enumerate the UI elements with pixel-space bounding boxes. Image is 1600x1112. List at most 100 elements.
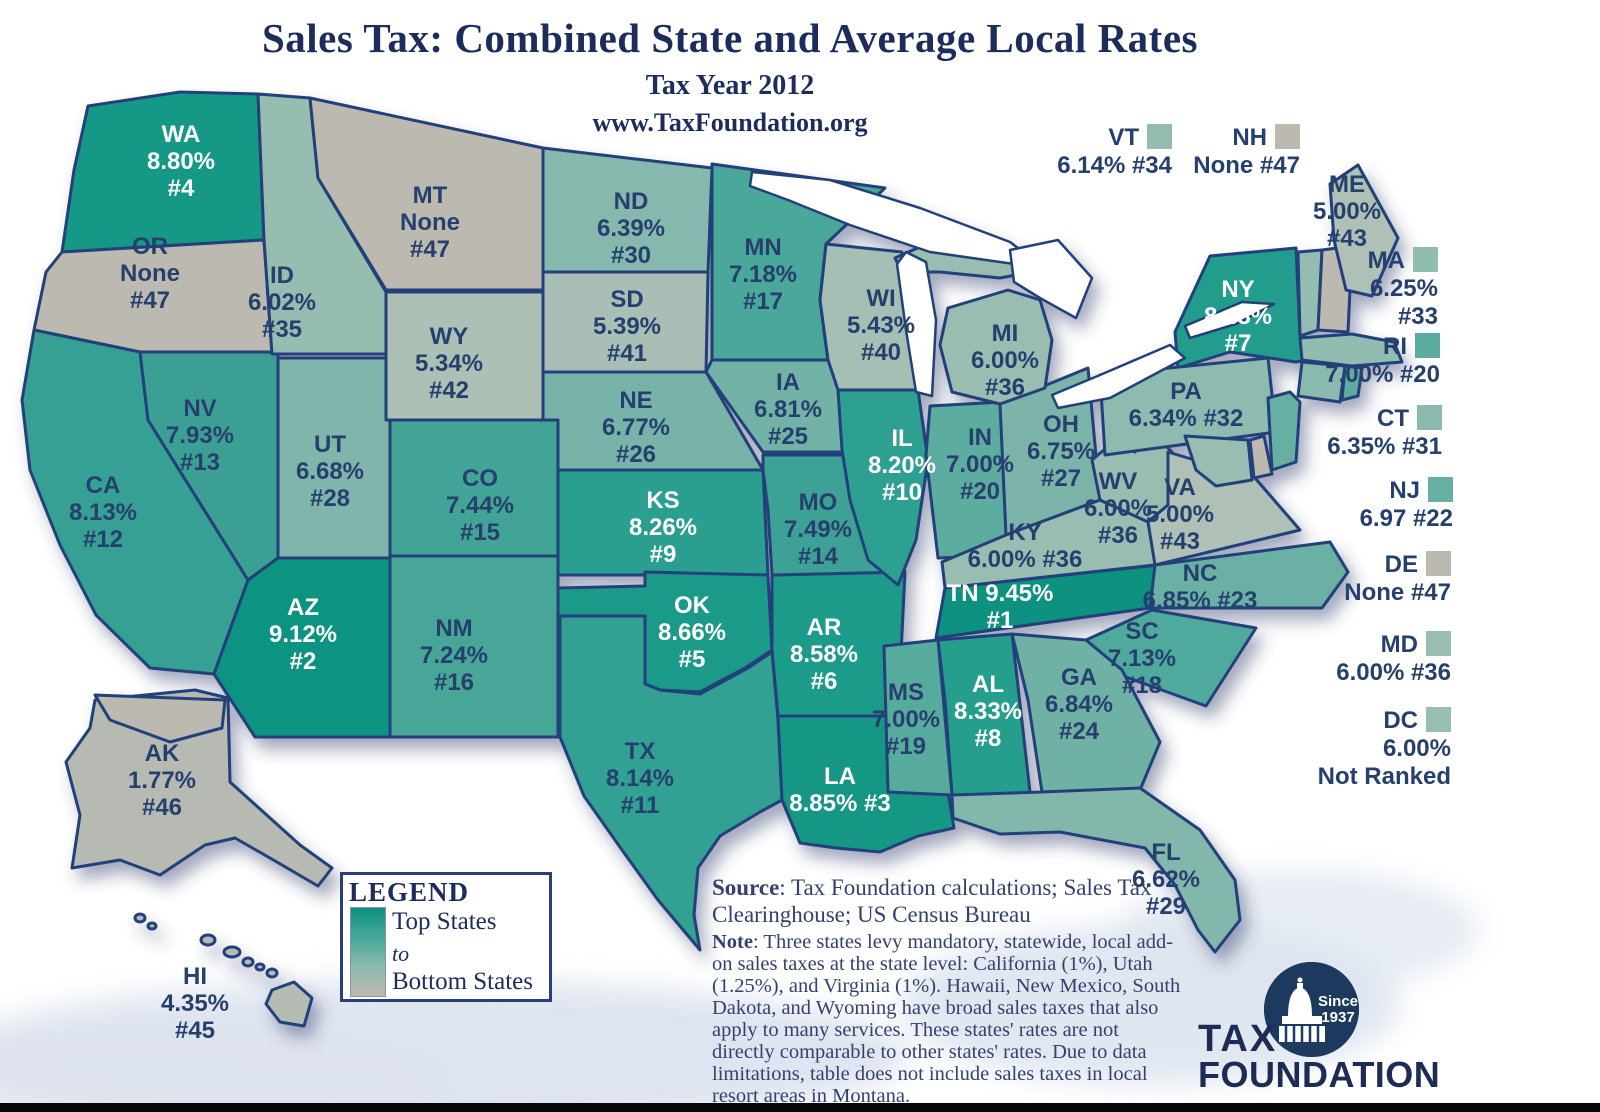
state-label-line: 7.00% (945, 451, 1015, 478)
state-label-line: 8.80% (146, 148, 216, 175)
bottom-black-bar (0, 1103, 1600, 1112)
state-label-line: 6.34% #32 (1128, 405, 1244, 432)
state-label-ks: KS 8.26% #9 (629, 487, 697, 568)
state-label-line: AK (144, 740, 180, 767)
legend-title: LEGEND (349, 877, 470, 907)
callout-state-code: NJ (1389, 477, 1420, 504)
state-label-line: FL (1151, 839, 1181, 866)
callout-vt: VT 6.14% #34 (1057, 124, 1172, 180)
state-label-line: #24 (1058, 718, 1100, 745)
source-note-block: Source: Tax Foundation calculations; Sal… (712, 874, 1182, 1107)
state-label-line: 5.00% (1312, 198, 1382, 225)
state-label-line: MO (798, 489, 838, 516)
state-label-line: 8.66% (657, 619, 727, 646)
state-label-line: NC (1182, 560, 1218, 587)
state-label-al: AL 8.33% #8 (954, 671, 1022, 752)
state-label-oh: OH 6.75% #27 (1027, 411, 1095, 492)
callout-value-line: 6.97 #22 (1359, 505, 1453, 532)
state-label-line: OH (1043, 411, 1079, 438)
callout-state-code: VT (1108, 124, 1139, 151)
state-label-line: ND (613, 188, 649, 215)
state-label-co: CO 7.44% #15 (446, 465, 514, 546)
state-label-hi: HI 4.35% #45 (161, 963, 229, 1044)
state-label-line: PA (1170, 378, 1202, 405)
state-label-line: #8 (974, 725, 1002, 752)
lake-huron (1008, 238, 1094, 320)
logo-foundation-text: FOUNDATION (1198, 1054, 1441, 1095)
website-url: www.TaxFoundation.org (592, 108, 868, 137)
callout-code-row: NJ (1360, 477, 1453, 505)
state-label-ok: OK 8.66% #5 (658, 592, 726, 673)
state-label-line: 8.26% (628, 514, 698, 541)
state-label-line: UT (314, 431, 346, 458)
callout-value-line: 6.00% (1382, 735, 1451, 762)
state-label-tx: TX 8.14% #11 (606, 738, 674, 819)
callout-de: DE None #47 (1344, 551, 1451, 607)
callout-code-row: MD (1336, 631, 1451, 659)
state-label-line: #29 (1145, 893, 1187, 920)
state-label-line: CO (462, 465, 498, 492)
state-label-line: 6.84% (1044, 691, 1114, 718)
state-label-line: #17 (742, 288, 784, 315)
state-label-line: #47 (129, 287, 171, 314)
lake-erie (1050, 343, 1187, 410)
state-label-line: 6.62% (1131, 866, 1201, 893)
callout-color-swatch (1417, 405, 1442, 430)
state-label-line: SD (610, 286, 644, 313)
page-subtitle: Tax Year 2012 (645, 70, 815, 101)
state-label-line: 7.13% (1107, 645, 1177, 672)
state-label-line: None (400, 209, 460, 236)
state-label-nm: NM 7.24% #16 (420, 615, 488, 696)
state-label-line: WA (161, 121, 201, 148)
callout-value-line: 7.00% #20 (1325, 361, 1440, 388)
state-label-ny: NY 8.48% #7 (1204, 276, 1272, 357)
callout-ct: CT 6.35% #31 (1327, 405, 1442, 461)
state-label-ar: AR 8.58% #6 (790, 614, 858, 695)
state-label-line: #43 (1326, 225, 1368, 252)
state-label-line: #10 (881, 479, 923, 506)
callout-state-code: DC (1383, 707, 1418, 734)
state-label-line: #7 (1224, 330, 1252, 357)
state-label-line: #43 (1159, 528, 1201, 555)
state-label-line: CA (85, 472, 121, 499)
state-shape-fl (950, 786, 1242, 954)
callout-ma: MA 6.25% #33 (1368, 247, 1438, 331)
state-label-me: ME 5.00% #43 (1313, 171, 1381, 252)
state-label-line: OR (132, 233, 168, 260)
state-shape-ri (1340, 364, 1364, 402)
state-label-line: #36 (1097, 522, 1139, 549)
state-label-line: 5.43% (846, 312, 916, 339)
state-label-line: 9.12% (268, 621, 338, 648)
state-label-wv: WV 6.00% #36 (1084, 468, 1152, 549)
callout-color-swatch (1415, 333, 1440, 358)
state-label-line: NE (619, 387, 653, 414)
legend-bottom-label: Bottom States (392, 968, 533, 995)
page-title: Sales Tax: Combined State and Average Lo… (261, 15, 1198, 61)
callout-value-line: 6.35% #31 (1327, 433, 1442, 460)
state-label-mt: MT None #47 (400, 182, 460, 263)
state-label-line: KY (1008, 519, 1042, 546)
state-label-line: 5.00% (1145, 501, 1215, 528)
state-label-line: #47 (409, 236, 451, 263)
state-label-line: #18 (1121, 672, 1163, 699)
note-text: Note: Three states levy mandatory, state… (712, 931, 1182, 1107)
logo-since-badge: Since 1937 (1308, 994, 1368, 1026)
state-label-ca: CA 8.13% #12 (69, 472, 137, 553)
callout-value-line: Not Ranked (1317, 763, 1451, 790)
state-label-line: #14 (797, 543, 839, 570)
callout-code-row: RI (1325, 333, 1440, 361)
state-label-line: #30 (610, 242, 652, 269)
state-label-line: #27 (1040, 465, 1082, 492)
state-label-line: #28 (309, 485, 351, 512)
state-label-in: IN 7.00% #20 (946, 424, 1014, 505)
lake-michigan (895, 250, 938, 398)
state-label-mo: MO 7.49% #14 (784, 489, 852, 570)
state-label-line: AL (972, 671, 1004, 698)
state-label-line: #5 (678, 646, 706, 673)
callout-color-swatch (1428, 477, 1453, 502)
state-label-line: MS (888, 679, 924, 706)
state-label-line: #41 (606, 340, 648, 367)
state-label-line: NV (183, 395, 217, 422)
callout-value-line: 6.25% (1369, 275, 1438, 302)
callout-nh: NH None #47 (1193, 124, 1300, 180)
